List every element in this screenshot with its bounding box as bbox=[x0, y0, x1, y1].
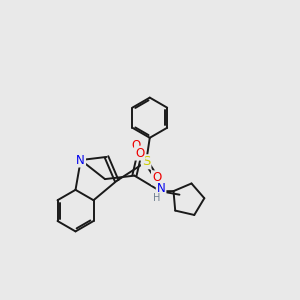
Text: O: O bbox=[135, 147, 144, 160]
Text: N: N bbox=[76, 154, 85, 166]
Text: H: H bbox=[153, 193, 161, 203]
Text: S: S bbox=[142, 155, 150, 168]
Text: N: N bbox=[157, 182, 166, 195]
Text: O: O bbox=[131, 139, 140, 152]
Text: O: O bbox=[152, 171, 161, 184]
